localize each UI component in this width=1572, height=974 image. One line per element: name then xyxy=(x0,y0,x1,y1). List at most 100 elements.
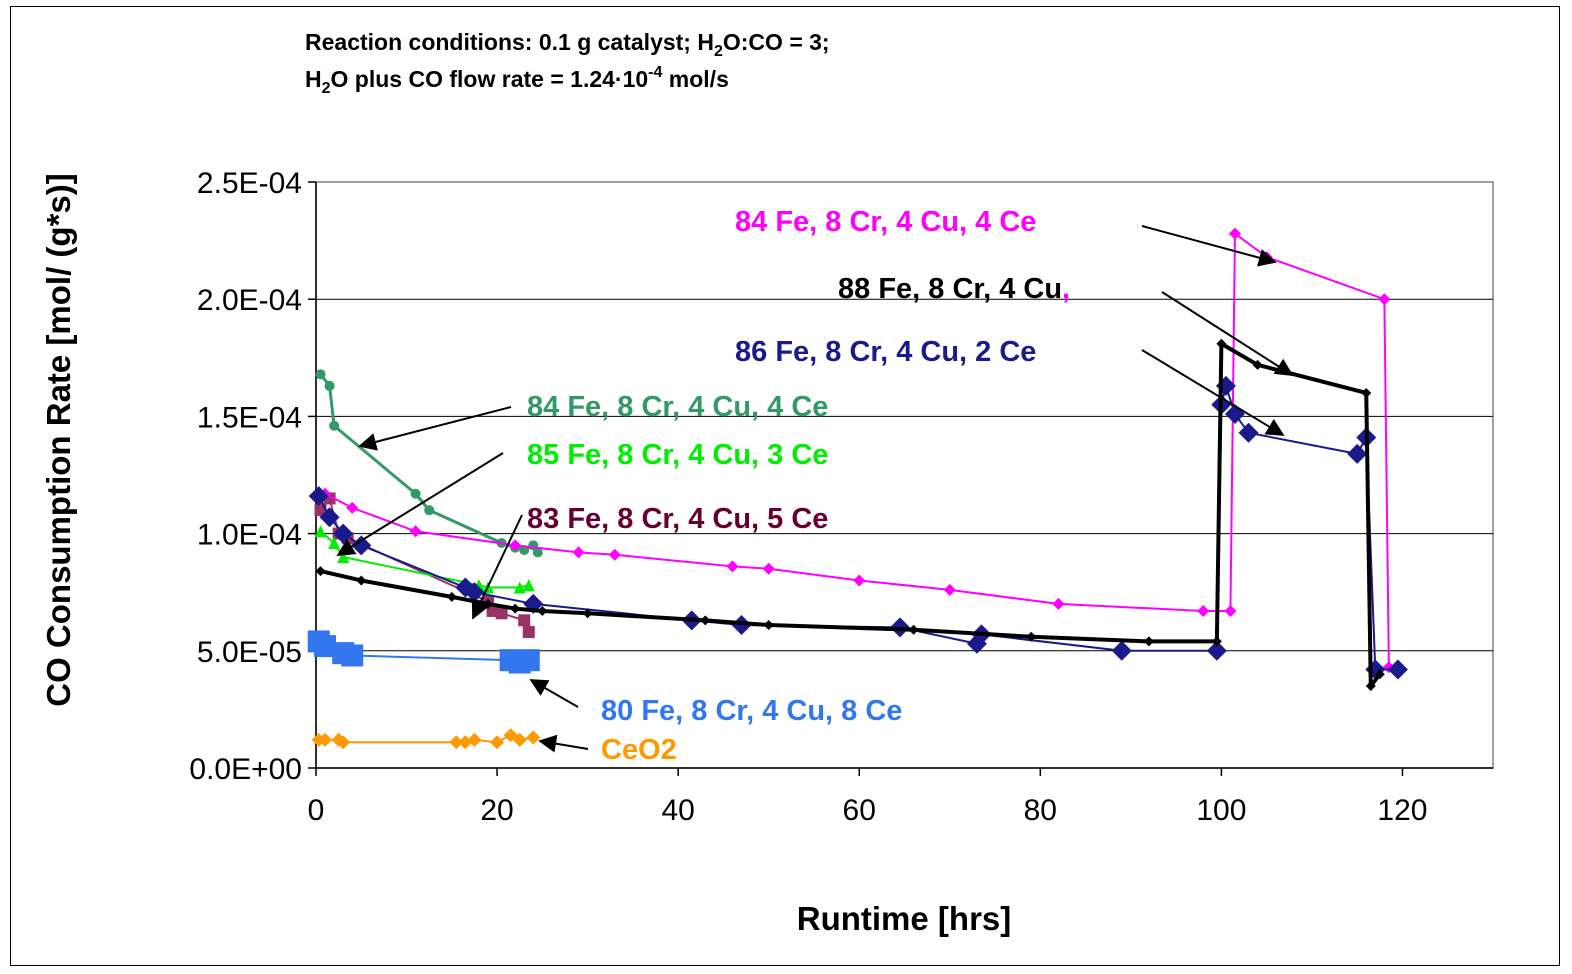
data-point xyxy=(449,735,464,750)
data-point xyxy=(1374,669,1385,680)
data-point xyxy=(467,732,482,747)
data-point xyxy=(329,420,340,431)
conditions-line-1: Reaction conditions: 0.1 g catalyst; H2O… xyxy=(305,29,830,60)
x-tick-label: 100 xyxy=(1196,794,1246,827)
series-label: 86 Fe, 8 Cr, 4 Cu, 2 Ce xyxy=(735,336,1036,368)
annotation-arrow xyxy=(1141,349,1285,436)
y-tick-label: 2.5E-04 xyxy=(197,167,302,200)
y-tick-label: 2.0E-04 xyxy=(197,284,302,317)
series-label: 84 Fe, 8 Cr, 4 Cu, 4 Ce xyxy=(735,206,1036,238)
series-6 xyxy=(307,630,540,674)
annotation-arrow xyxy=(1161,291,1294,376)
data-point xyxy=(1143,636,1154,647)
data-point xyxy=(731,615,752,636)
data-point xyxy=(503,728,518,743)
series-label: 88 Fe, 8 Cr, 4 Cu, xyxy=(838,273,1070,305)
series-7 xyxy=(311,728,541,750)
annotation-arrow xyxy=(529,679,579,708)
data-point xyxy=(608,548,621,561)
x-tick-label: 40 xyxy=(661,794,694,827)
data-point xyxy=(1211,636,1222,647)
data-point xyxy=(526,730,541,745)
data-point xyxy=(1387,659,1408,680)
data-point xyxy=(446,591,457,602)
x-axis-title: Runtime [hrs] xyxy=(797,900,1012,937)
series-label: 80 Fe, 8 Cr, 4 Cu, 8 Ce xyxy=(601,695,902,727)
data-point xyxy=(490,735,505,750)
series-layer xyxy=(307,227,1408,750)
data-point xyxy=(356,575,367,586)
conditions-line-2: H2O plus CO flow rate = 1.24·10-4 mol/s xyxy=(305,64,729,97)
data-point xyxy=(486,604,499,617)
data-point xyxy=(424,505,435,516)
data-point xyxy=(853,574,866,587)
series-0 xyxy=(319,227,1395,674)
data-point xyxy=(700,615,711,626)
series-label: 83 Fe, 8 Cr, 4 Cu, 5 Ce xyxy=(527,503,828,535)
data-point xyxy=(495,607,508,620)
data-point xyxy=(510,603,521,614)
data-point xyxy=(762,562,775,575)
series-label: 85 Fe, 8 Cr, 4 Cu, 3 Ce xyxy=(527,439,828,471)
data-point xyxy=(512,732,527,747)
data-point xyxy=(532,547,543,558)
data-point xyxy=(522,626,535,639)
annotation-arrow xyxy=(1141,225,1277,267)
series-label: 84 Fe, 8 Cr, 4 Cu, 4 Ce xyxy=(527,391,828,423)
y-axis-title: CO Consumption Rate [mol/ (g*s)] xyxy=(40,173,77,706)
data-point xyxy=(337,551,350,564)
series-4 xyxy=(314,525,535,594)
annotation-arrows xyxy=(336,225,1294,753)
data-point xyxy=(1238,422,1259,443)
data-point xyxy=(464,582,485,603)
data-point xyxy=(1252,359,1263,370)
data-point xyxy=(336,735,351,750)
y-tick-label: 1.0E-04 xyxy=(197,519,302,552)
annotation-arrow xyxy=(471,514,523,620)
data-point xyxy=(572,546,585,559)
x-tick-label: 60 xyxy=(843,794,876,827)
data-point xyxy=(333,523,354,544)
plot-area xyxy=(315,181,1494,769)
x-tick-label: 80 xyxy=(1024,794,1057,827)
annotation-arrow xyxy=(538,734,589,753)
data-point xyxy=(518,614,531,627)
annotation-arrow xyxy=(336,452,504,556)
data-point xyxy=(537,605,548,616)
data-point xyxy=(315,566,326,577)
annotation-labels: 84 Fe, 8 Cr, 4 Cu, 4 Ce 88 Fe, 8 Cr, 4 Cu… xyxy=(527,206,1070,766)
data-point xyxy=(1052,597,1065,610)
data-point xyxy=(517,649,540,672)
data-point xyxy=(346,501,359,514)
data-point xyxy=(582,608,593,619)
series-label: CeO2 xyxy=(601,734,677,766)
annotation-arrow xyxy=(358,406,512,451)
data-point xyxy=(314,635,337,658)
data-point xyxy=(308,486,329,507)
data-point xyxy=(1111,640,1132,661)
x-tick-label: 20 xyxy=(480,794,513,827)
data-point xyxy=(315,369,326,380)
data-point xyxy=(1378,293,1391,306)
data-point xyxy=(763,620,774,631)
data-point xyxy=(522,579,535,592)
axes: 0.0E+00 5.0E-05 1.0E-04 1.5E-04 2.0E-04 2.5E-… xyxy=(189,167,1493,827)
data-point xyxy=(1206,640,1227,661)
data-point xyxy=(1216,338,1227,349)
data-point xyxy=(1224,604,1237,617)
data-point xyxy=(1347,443,1368,464)
x-tick-label: 0 xyxy=(308,794,325,827)
data-point xyxy=(1197,604,1210,617)
data-point xyxy=(726,560,739,573)
data-point xyxy=(324,380,335,391)
data-point xyxy=(318,732,333,747)
x-tick-label: 120 xyxy=(1377,794,1427,827)
data-point xyxy=(314,525,327,538)
data-point xyxy=(509,539,522,552)
data-point xyxy=(341,644,364,667)
data-point xyxy=(943,583,956,596)
data-point xyxy=(1026,631,1037,642)
y-tick-label: 5.0E-05 xyxy=(197,636,302,669)
data-point xyxy=(410,488,421,499)
